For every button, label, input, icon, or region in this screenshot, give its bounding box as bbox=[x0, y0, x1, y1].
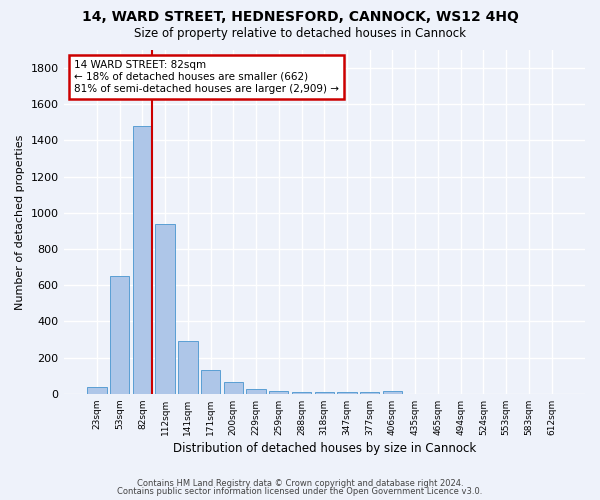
Y-axis label: Number of detached properties: Number of detached properties bbox=[15, 134, 25, 310]
Bar bbox=[314, 392, 334, 394]
Bar bbox=[360, 392, 379, 394]
X-axis label: Distribution of detached houses by size in Cannock: Distribution of detached houses by size … bbox=[173, 442, 476, 455]
Bar bbox=[247, 390, 266, 394]
Bar bbox=[155, 224, 175, 394]
Bar bbox=[337, 392, 356, 394]
Bar bbox=[383, 391, 402, 394]
Bar bbox=[87, 386, 107, 394]
Bar bbox=[269, 391, 289, 394]
Text: 14 WARD STREET: 82sqm
← 18% of detached houses are smaller (662)
81% of semi-det: 14 WARD STREET: 82sqm ← 18% of detached … bbox=[74, 60, 339, 94]
Bar bbox=[224, 382, 243, 394]
Bar bbox=[201, 370, 220, 394]
Text: 14, WARD STREET, HEDNESFORD, CANNOCK, WS12 4HQ: 14, WARD STREET, HEDNESFORD, CANNOCK, WS… bbox=[82, 10, 518, 24]
Bar bbox=[178, 342, 197, 394]
Text: Contains public sector information licensed under the Open Government Licence v3: Contains public sector information licen… bbox=[118, 487, 482, 496]
Text: Size of property relative to detached houses in Cannock: Size of property relative to detached ho… bbox=[134, 28, 466, 40]
Bar bbox=[292, 392, 311, 394]
Text: Contains HM Land Registry data © Crown copyright and database right 2024.: Contains HM Land Registry data © Crown c… bbox=[137, 478, 463, 488]
Bar bbox=[110, 276, 130, 394]
Bar bbox=[133, 126, 152, 394]
